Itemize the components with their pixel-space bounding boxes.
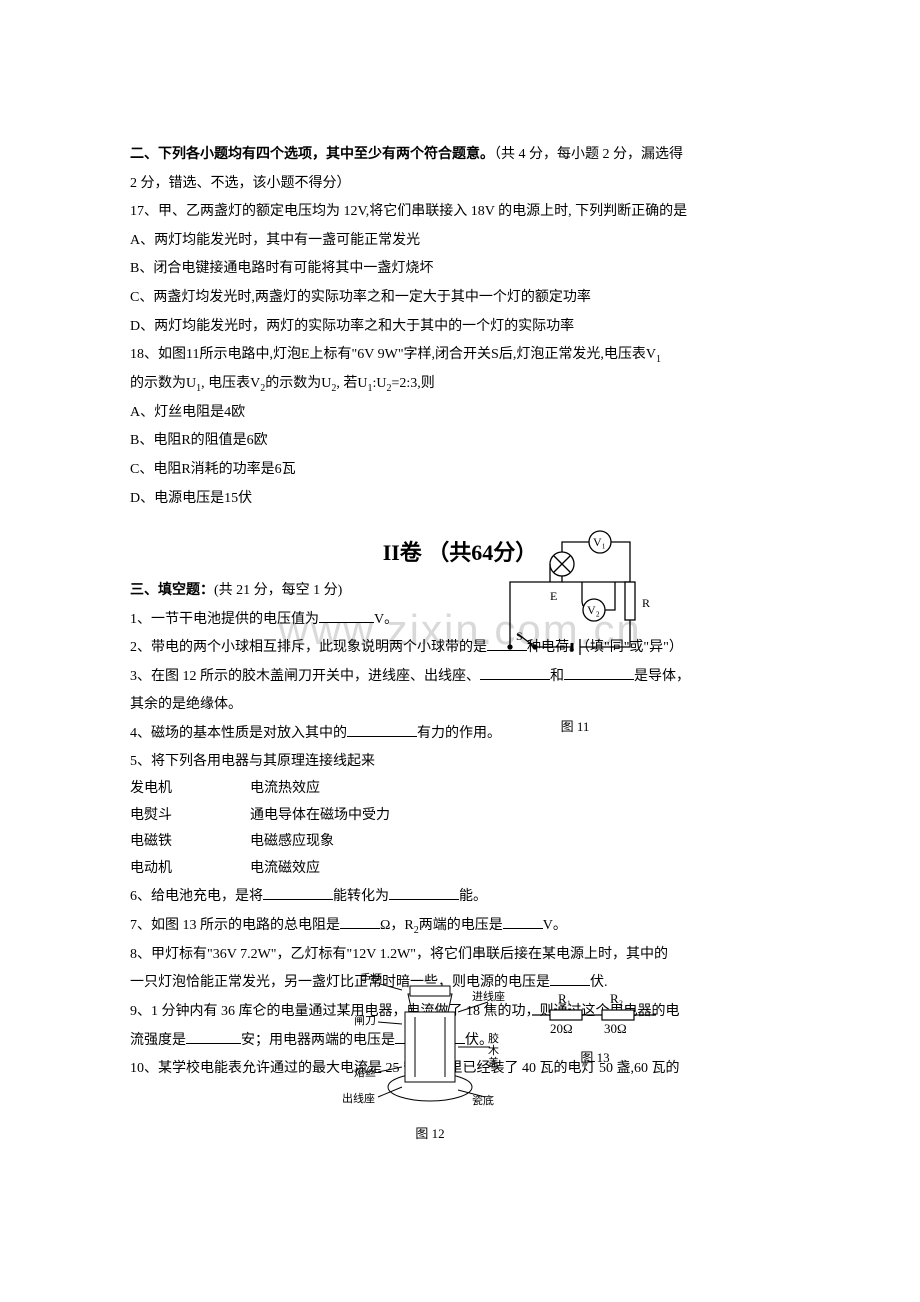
- e-label: E: [550, 589, 557, 603]
- figure-11-caption: 图 11: [490, 715, 660, 740]
- q18-option-d: D、电源电压是15伏: [130, 486, 790, 513]
- q17-option-d: D、两灯均能发光时，两灯的实际功率之和大于其中的一个灯的实际功率: [130, 314, 790, 341]
- q17-option-c: C、两盏灯均发光时,两盏灯的实际功率之和一定大于其中一个灯的额定功率: [130, 285, 790, 312]
- fig12-fuse: 熔丝: [354, 1065, 376, 1079]
- match-left-2: 电磁铁: [130, 829, 190, 856]
- section2-heading: 二、下列各小题均有四个选项，其中至少有两个符合题意。（共 4 分，每小题 2 分…: [130, 142, 790, 169]
- figure-12: 手柄 进线座 闸刀 胶 木 盖 熔丝 出线座 瓷底 图 12: [340, 972, 520, 1146]
- q18-s2b: , 电压表V: [201, 376, 260, 391]
- match-row-3: 电动机 电流磁效应: [130, 856, 790, 883]
- q9-l2-pre: 流强度是: [130, 1033, 186, 1048]
- figure-11-circuit: V₁ V₂ E R S 图 11: [490, 522, 660, 702]
- match-right-0: 电流热效应: [250, 776, 320, 803]
- q4-post: 有力的作用。: [417, 726, 501, 741]
- q18-stem1-text: 18、如图11所示电路中,灯泡E上标有"6V 9W"字样,闭合开关S后,灯泡正常…: [130, 347, 656, 362]
- blank: [503, 915, 543, 929]
- v1-label: V₁: [593, 535, 606, 549]
- fill-q6: 6、给电池充电，是将 能转化为 能。: [130, 884, 790, 911]
- q17-stem: 17、甲、乙两盏灯的额定电压均为 12V,将它们串联接入 18V 的电源上时, …: [130, 199, 790, 226]
- fig12-inlet: 进线座: [472, 989, 505, 1003]
- document-body: 二、下列各小题均有四个选项，其中至少有两个符合题意。（共 4 分，每小题 2 分…: [130, 142, 790, 1083]
- blank: [340, 915, 380, 929]
- section2-heading-rest: （共 4 分，每小题 2 分，漏选得: [494, 147, 683, 162]
- q1-pre: 1、一节干电池提供的电压值为: [130, 612, 319, 627]
- q7-mid2: 两端的电压是: [419, 918, 503, 933]
- q6-mid: 能转化为: [333, 889, 389, 904]
- blank: [186, 1030, 241, 1044]
- fill-q4: 4、磁场的基本性质是对放入其中的 有力的作用。: [130, 721, 790, 748]
- match-right-2: 电磁感应现象: [250, 829, 334, 856]
- sub-1: 1: [656, 354, 661, 365]
- fig12-cover-l1: 胶: [488, 1031, 499, 1045]
- q18-s2e: :U: [373, 376, 387, 391]
- r2-value: 30Ω: [604, 1021, 627, 1035]
- q18-stem-line2: 的示数为U1, 电压表V2的示数为U2, 若U1:U2=2:3,则: [130, 371, 790, 398]
- r-label: R: [642, 596, 650, 610]
- fill-q8-line1: 8、甲灯标有"36V 7.2W"，乙灯标有"12V 1.2W"，将它们串联后接在…: [130, 942, 790, 969]
- q18-stem-line1: 18、如图11所示电路中,灯泡E上标有"6V 9W"字样,闭合开关S后,灯泡正常…: [130, 342, 790, 369]
- q17-option-b: B、闭合电键接通电路时有可能将其中一盏灯烧坏: [130, 256, 790, 283]
- section3-heading-rest: (共 21 分，每空 1 分): [214, 583, 342, 598]
- q18-s2d: , 若U: [336, 376, 367, 391]
- match-row-0: 发电机 电流热效应: [130, 776, 790, 803]
- blank: [263, 886, 333, 900]
- q18-option-b: B、电阻R的阻值是6欧: [130, 428, 790, 455]
- fig12-cover-l3: 盖: [488, 1055, 499, 1069]
- match-left-0: 发电机: [130, 776, 190, 803]
- q7-pre: 7、如图 13 所示的电路的总电阻是: [130, 918, 340, 933]
- part2-title: II卷 （共64分）: [130, 532, 790, 574]
- blank: [347, 723, 417, 737]
- q1-post: V。: [374, 612, 398, 627]
- figure-12-caption: 图 12: [340, 1122, 520, 1147]
- blank: [389, 886, 459, 900]
- match-right-3: 电流磁效应: [250, 856, 320, 883]
- section3-heading-bold: 三、填空题：: [130, 583, 214, 598]
- q4-pre: 4、磁场的基本性质是对放入其中的: [130, 726, 347, 741]
- match-row-2: 电磁铁 电磁感应现象: [130, 829, 790, 856]
- r1-value: 20Ω: [550, 1021, 573, 1035]
- match-row-1: 电熨斗 通电导体在磁场中受力: [130, 803, 790, 830]
- fill-q1: 1、一节干电池提供的电压值为 V。: [130, 607, 790, 634]
- v2-label: V₂: [587, 603, 600, 617]
- s-label: S: [516, 629, 523, 643]
- fig12-base: 瓷底: [472, 1093, 494, 1107]
- match-left-3: 电动机: [130, 856, 190, 883]
- q17-option-a: A、两灯均能发光时，其中有一盏可能正常发光: [130, 228, 790, 255]
- r1-label: R₁: [558, 991, 571, 1006]
- q6-pre: 6、给电池充电，是将: [130, 889, 263, 904]
- fig12-outlet: 出线座: [342, 1091, 375, 1105]
- q18-option-c: C、电阻R消耗的功率是6瓦: [130, 457, 790, 484]
- q18-s2c: 的示数为U: [265, 376, 331, 391]
- q18-s2a: 的示数为U: [130, 376, 196, 391]
- fig12-cover-l2: 木: [488, 1044, 499, 1057]
- fill-q5-title: 5、将下列各用电器与其原理连接线起来: [130, 749, 790, 776]
- section2-heading-bold: 二、下列各小题均有四个选项，其中至少有两个符合题意。: [130, 147, 494, 162]
- q6-post: 能。: [459, 889, 487, 904]
- blank: [319, 609, 374, 623]
- section3-heading: 三、填空题：(共 21 分，每空 1 分): [130, 578, 790, 605]
- section2-heading-line2: 2 分，错选、不选，该小题不得分）: [130, 171, 790, 198]
- fig12-knife: 闸刀: [354, 1014, 376, 1027]
- r2-label: R₂: [610, 991, 623, 1006]
- fill-q3: 3、在图 12 所示的胶木盖闸刀开关中，进线座、出线座、和是导体，: [130, 664, 790, 691]
- figure-13-caption: 图 13: [530, 1046, 660, 1071]
- fill-q7: 7、如图 13 所示的电路的总电阻是Ω，R2两端的电压是V。: [130, 913, 790, 940]
- match-right-1: 通电导体在磁场中受力: [250, 803, 390, 830]
- fill-q2: 2、带电的两个小球相互排斥，此现象说明两个小球带的是种电荷。（填"同"或"异"）: [130, 635, 790, 662]
- match-left-1: 电熨斗: [130, 803, 190, 830]
- q7-post: V。: [543, 918, 567, 933]
- q3-pre: 3、在图 12 所示的胶木盖闸刀开关中，进线座、出线座、: [130, 669, 480, 684]
- q18-s2f: =2:3,则: [392, 376, 435, 391]
- fig12-handle: 手柄: [360, 972, 382, 985]
- q18-option-a: A、灯丝电阻是4欧: [130, 400, 790, 427]
- figure-13: R₁ R₂ 20Ω 30Ω 图 13: [530, 985, 660, 1070]
- fill-q3-line2: 其余的是绝缘体。: [130, 692, 790, 719]
- q2-pre: 2、带电的两个小球相互排斥，此现象说明两个小球带的是: [130, 640, 487, 655]
- q7-mid1: Ω，R: [380, 918, 414, 933]
